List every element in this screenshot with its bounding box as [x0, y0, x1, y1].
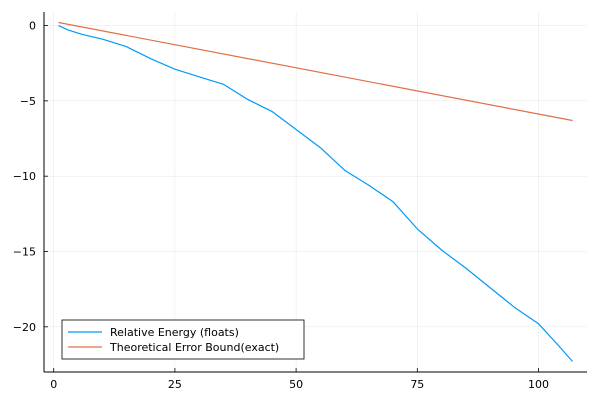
x-tick-label: 50 [289, 378, 303, 391]
y-tick-label: 0 [29, 20, 36, 33]
legend-label: Theoretical Error Bound(exact) [109, 341, 279, 354]
axes: 0 25 50 75 100 0 −5 −10 −15 −20 [13, 12, 587, 391]
x-tick-label: 0 [50, 378, 57, 391]
y-tick-label: −15 [13, 245, 36, 258]
legend: Relative Energy (floats) Theoretical Erro… [61, 319, 305, 360]
x-tick-label: 25 [168, 378, 182, 391]
y-tick-label: −20 [13, 321, 36, 334]
x-tick-label: 100 [528, 378, 549, 391]
legend-label: Relative Energy (floats) [110, 326, 239, 339]
y-tick-label: −5 [20, 95, 36, 108]
series-lines [58, 21, 573, 362]
y-tick-label: −10 [13, 170, 36, 183]
grid [44, 12, 587, 372]
series-line [58, 21, 573, 122]
legend-box [61, 319, 305, 360]
x-tick-label: 75 [410, 378, 424, 391]
series-line [58, 25, 573, 362]
